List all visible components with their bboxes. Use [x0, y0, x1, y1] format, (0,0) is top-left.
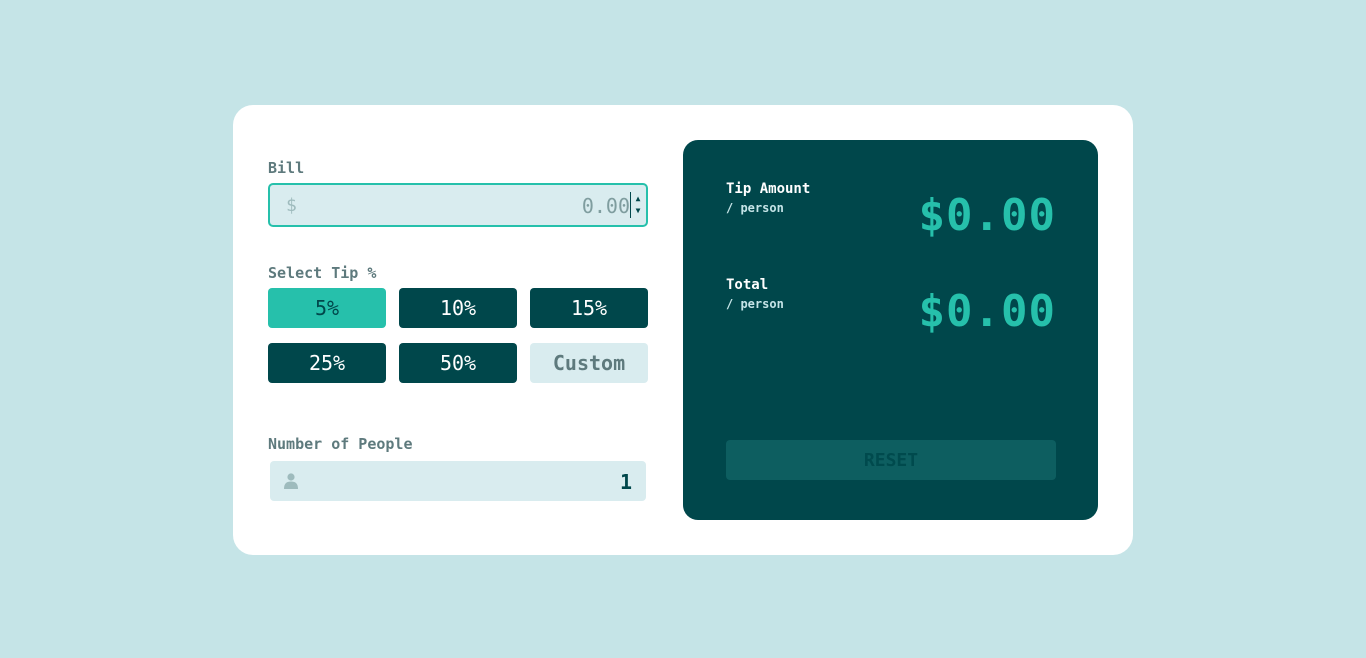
people-label: Number of People [268, 435, 413, 453]
tip-button-15[interactable]: 15% [530, 288, 648, 328]
custom-tip-input[interactable]: Custom [530, 343, 648, 383]
bill-label: Bill [268, 159, 305, 177]
tip-amount-sub: / person [726, 201, 784, 215]
text-caret [630, 192, 631, 218]
select-tip-label: Select Tip % [268, 264, 377, 282]
person-icon [284, 473, 298, 489]
results-panel: Tip Amount / person $0.00 Total / person… [683, 140, 1098, 520]
total-sub: / person [726, 297, 784, 311]
tip-options: 5% 10% 15% 25% 50% Custom [268, 288, 648, 383]
tip-amount-value: $0.00 [918, 190, 1056, 241]
spinner-up-icon[interactable]: ▲ [635, 194, 641, 203]
spinner-down-icon[interactable]: ▼ [635, 206, 641, 215]
calculator-card: Bill $ 0.00 ▲ ▼ Select Tip % 5% 10% 15% … [233, 105, 1133, 555]
tip-button-25[interactable]: 25% [268, 343, 386, 383]
tip-amount-title: Tip Amount [726, 181, 811, 197]
dollar-icon: $ [286, 195, 297, 216]
number-spinner[interactable]: ▲ ▼ [633, 193, 643, 219]
total-title: Total [726, 277, 769, 293]
reset-button[interactable]: RESET [726, 440, 1056, 480]
tip-button-10[interactable]: 10% [399, 288, 517, 328]
bill-value[interactable]: 0.00 [581, 194, 630, 218]
tip-button-5[interactable]: 5% [268, 288, 386, 328]
total-value: $0.00 [918, 286, 1056, 337]
people-value[interactable]: 1 [619, 470, 632, 494]
people-input[interactable]: 1 [270, 461, 646, 501]
tip-button-50[interactable]: 50% [399, 343, 517, 383]
bill-input[interactable]: $ 0.00 ▲ ▼ [268, 183, 648, 227]
